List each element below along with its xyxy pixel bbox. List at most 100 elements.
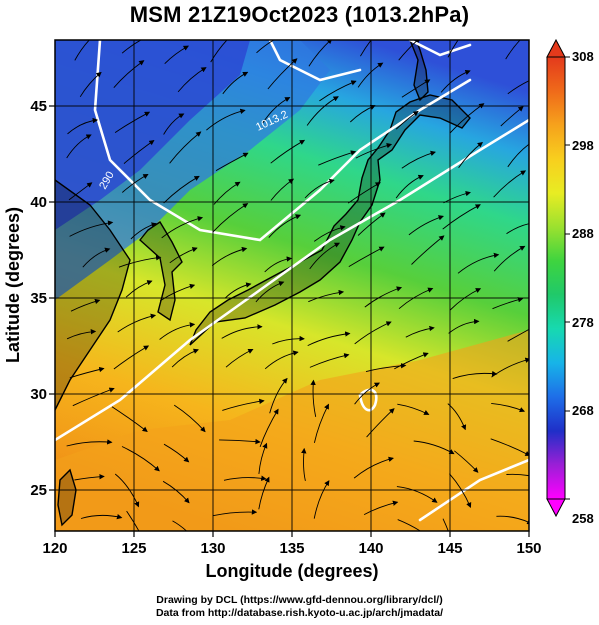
- streamline: [395, 174, 424, 199]
- colorbar-bottom-arrow: [546, 498, 566, 518]
- streamline: [164, 45, 189, 65]
- tick-label-lat: 40: [30, 194, 47, 211]
- streamline: [443, 190, 471, 204]
- wind-streamlines: [66, 40, 529, 531]
- streamline: [447, 40, 459, 58]
- tick-label-lon: 150: [516, 540, 541, 557]
- tick-label-lat: 30: [30, 386, 47, 403]
- streamline: [224, 282, 252, 299]
- tick-label-lon: 120: [42, 540, 67, 557]
- streamline: [440, 69, 471, 93]
- streamline: [210, 40, 228, 63]
- streamline: [213, 181, 241, 205]
- streamline: [408, 215, 444, 236]
- streamline: [366, 408, 395, 438]
- streamline: [318, 150, 357, 166]
- streamline: [398, 287, 434, 310]
- streamline: [308, 40, 333, 67]
- cold-air-core: [55, 40, 250, 230]
- streamline: [169, 247, 198, 264]
- longitude-tick-labels: 120 125 130 135 140 145 150: [42, 540, 541, 557]
- credit-text: Drawing by DCL (https://www.gfd-dennou.o…: [0, 594, 599, 620]
- streamline: [442, 518, 449, 531]
- streamline: [221, 324, 263, 339]
- streamline: [159, 283, 196, 302]
- streamline: [397, 519, 422, 531]
- streamline: [449, 103, 485, 134]
- streamline: [348, 246, 385, 267]
- streamline: [347, 182, 381, 204]
- streamline: [161, 216, 204, 239]
- tick-label-lon: 145: [437, 540, 462, 557]
- streamline: [313, 225, 346, 242]
- streamline: [66, 439, 113, 447]
- streamline: [357, 62, 384, 88]
- longitude-ticks: [54, 531, 530, 537]
- streamline: [401, 79, 431, 98]
- streamline: [267, 58, 298, 90]
- streamline: [304, 178, 335, 199]
- streamline: [491, 357, 529, 378]
- streamline: [449, 473, 472, 509]
- credit-line-data: Data from http://database.rish.kyoto-u.a…: [155, 607, 444, 619]
- streamline: [163, 113, 185, 135]
- map-title: MSM 21Z19Oct2023 (1013.2hPa): [129, 2, 470, 27]
- streamline: [364, 286, 403, 308]
- streamline: [442, 204, 481, 230]
- streamline: [113, 345, 150, 370]
- streamline: [118, 255, 162, 268]
- streamline: [171, 348, 199, 368]
- streamline: [69, 366, 105, 379]
- streamline: [507, 143, 529, 168]
- streamline: [398, 40, 421, 61]
- streamline: [355, 142, 393, 159]
- streamline: [222, 71, 249, 95]
- tick-label-lat: 35: [30, 290, 47, 307]
- streamline: [125, 280, 153, 298]
- tick-label-lon: 135: [279, 540, 304, 557]
- streamline: [357, 212, 386, 236]
- tick-label-lon: 125: [121, 540, 146, 557]
- streamline: [309, 353, 350, 368]
- colorbar-label: 258: [572, 511, 594, 526]
- streamline: [354, 382, 380, 405]
- streamline: [126, 510, 140, 531]
- streamline: [225, 348, 254, 368]
- streamline: [507, 328, 529, 342]
- streamline: [122, 173, 149, 193]
- tick-label-lat: 25: [30, 482, 47, 499]
- streamline: [491, 402, 526, 413]
- streamline: [264, 256, 293, 273]
- streamline: [405, 325, 435, 338]
- colorbar-top-arrow: [546, 38, 566, 58]
- streamline: [401, 150, 436, 169]
- streamline: [169, 131, 202, 164]
- streamline: [206, 108, 246, 131]
- streamline: [163, 443, 190, 463]
- streamline: [79, 71, 102, 98]
- streamline: [360, 40, 372, 57]
- streamline: [72, 387, 115, 407]
- streamline: [449, 288, 482, 311]
- streamline: [259, 408, 279, 448]
- streamline: [500, 106, 524, 127]
- streamline: [123, 139, 155, 164]
- streamline: [507, 80, 529, 95]
- streamline: [159, 322, 196, 340]
- colorbar-label: 298: [572, 138, 594, 153]
- streamline: [505, 40, 521, 60]
- streamline: [172, 520, 188, 531]
- streamline: [448, 318, 480, 334]
- streamline: [492, 297, 524, 310]
- streamline: [397, 403, 430, 415]
- streamline: [506, 473, 529, 477]
- streamline: [457, 252, 500, 274]
- tick-label-lon: 130: [200, 540, 225, 557]
- streamline: [66, 134, 92, 159]
- streamline: [454, 450, 479, 473]
- streamline: [269, 377, 288, 414]
- tick-label-lat: 45: [30, 98, 47, 115]
- streamline: [223, 475, 267, 481]
- korea-coastline: [139, 221, 183, 322]
